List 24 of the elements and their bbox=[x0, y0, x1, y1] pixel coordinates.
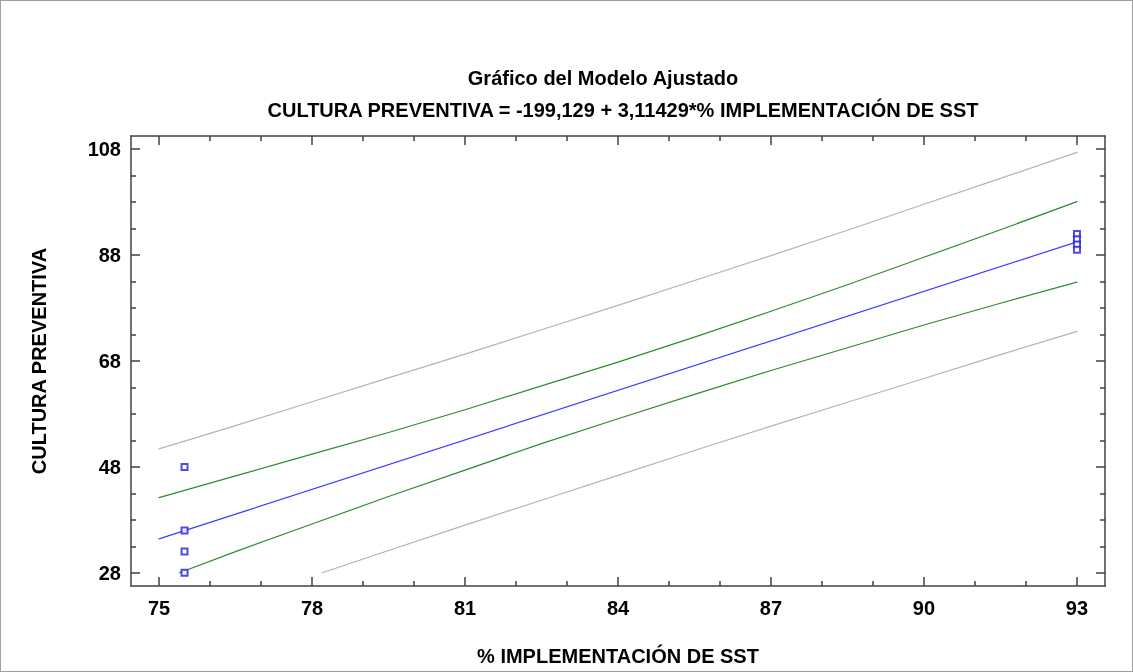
chart-title: Gráfico del Modelo Ajustado bbox=[467, 67, 739, 89]
y-tick-label: 88 bbox=[98, 244, 121, 267]
chart-subtitle: CULTURA PREVENTIVA = -199,129 + 3,11429*% IMPLEMENTACIÓN DE SST bbox=[267, 98, 979, 121]
line-series bbox=[158, 201, 1078, 499]
x-tick-label: 78 bbox=[300, 597, 324, 619]
x-tick-label: 90 bbox=[912, 597, 936, 619]
x-axis-title: % IMPLEMENTACIÓN DE SST bbox=[477, 644, 759, 667]
point bbox=[180, 568, 189, 577]
point bbox=[1072, 245, 1081, 254]
x-tick-label: 84 bbox=[606, 597, 630, 619]
x-tick-label: 75 bbox=[147, 597, 171, 619]
y-tick-label: 68 bbox=[98, 350, 121, 372]
x-tick-label: 87 bbox=[759, 597, 783, 619]
x-tick-label: 81 bbox=[453, 597, 477, 619]
y-axis-title: CULTURA PREVENTIVA bbox=[28, 247, 50, 475]
line-series bbox=[158, 151, 1078, 450]
x-tick-label: 93 bbox=[1065, 597, 1089, 619]
line-series bbox=[321, 330, 1078, 574]
y-tick-label: 108 bbox=[87, 138, 121, 161]
point bbox=[180, 526, 189, 535]
point bbox=[180, 547, 189, 556]
y-tick-label: 28 bbox=[98, 561, 121, 584]
point bbox=[180, 462, 189, 471]
y-tick-label: 48 bbox=[98, 455, 121, 478]
